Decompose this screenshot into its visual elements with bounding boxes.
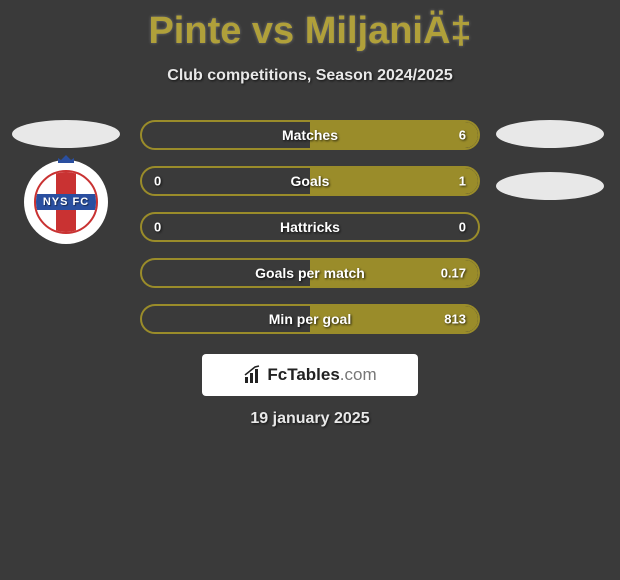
- stat-right-value: 813: [444, 312, 466, 327]
- crown-icon: [56, 154, 76, 164]
- right-player-column: [496, 120, 608, 212]
- comparison-infographic: Pinte vs MiljaniÄ‡ Club competitions, Se…: [0, 0, 620, 580]
- right-club-badge-placeholder: [496, 172, 604, 200]
- left-player-photo-placeholder: [12, 120, 120, 148]
- site-logo-text: FcTables.com: [267, 365, 376, 385]
- left-player-column: NYS FC: [12, 120, 124, 244]
- stat-left-value: 0: [154, 174, 161, 189]
- comparison-bars: 6 Matches 0 1 Goals 0 0 Hattricks 0.17 Goals per …: [140, 120, 480, 334]
- stat-label: Goals: [291, 173, 330, 189]
- right-player-photo-placeholder: [496, 120, 604, 148]
- stat-right-value: 6: [459, 128, 466, 143]
- site-name-main: FcTables: [267, 365, 339, 384]
- stat-right-value: 1: [459, 174, 466, 189]
- bar-right-fill: [310, 168, 478, 194]
- stat-row-goals: 0 1 Goals: [140, 166, 480, 196]
- stat-label: Hattricks: [280, 219, 340, 235]
- stat-row-goals-per-match: 0.17 Goals per match: [140, 258, 480, 288]
- stat-row-matches: 6 Matches: [140, 120, 480, 150]
- site-logo: FcTables.com: [202, 354, 418, 396]
- stat-right-value: 0.17: [441, 266, 466, 281]
- badge-text: NYS FC: [43, 196, 89, 208]
- stat-right-value: 0: [459, 220, 466, 235]
- stat-label: Matches: [282, 127, 338, 143]
- stat-row-min-per-goal: 813 Min per goal: [140, 304, 480, 334]
- chart-area: NYS FC 6 Matches 0 1 Goals 0 0 Hattricks 0.17 Goa…: [0, 120, 620, 350]
- stat-left-value: 0: [154, 220, 161, 235]
- stat-row-hattricks: 0 0 Hattricks: [140, 212, 480, 242]
- left-club-badge-inner: NYS FC: [34, 170, 98, 234]
- left-club-badge: NYS FC: [24, 160, 108, 244]
- page-title: Pinte vs MiljaniÄ‡: [0, 0, 620, 53]
- stat-label: Min per goal: [269, 311, 351, 327]
- snapshot-date: 19 january 2025: [0, 410, 620, 428]
- bar-chart-icon: [243, 365, 263, 385]
- page-subtitle: Club competitions, Season 2024/2025: [0, 67, 620, 85]
- stat-label: Goals per match: [255, 265, 365, 281]
- site-name-suffix: .com: [340, 365, 377, 384]
